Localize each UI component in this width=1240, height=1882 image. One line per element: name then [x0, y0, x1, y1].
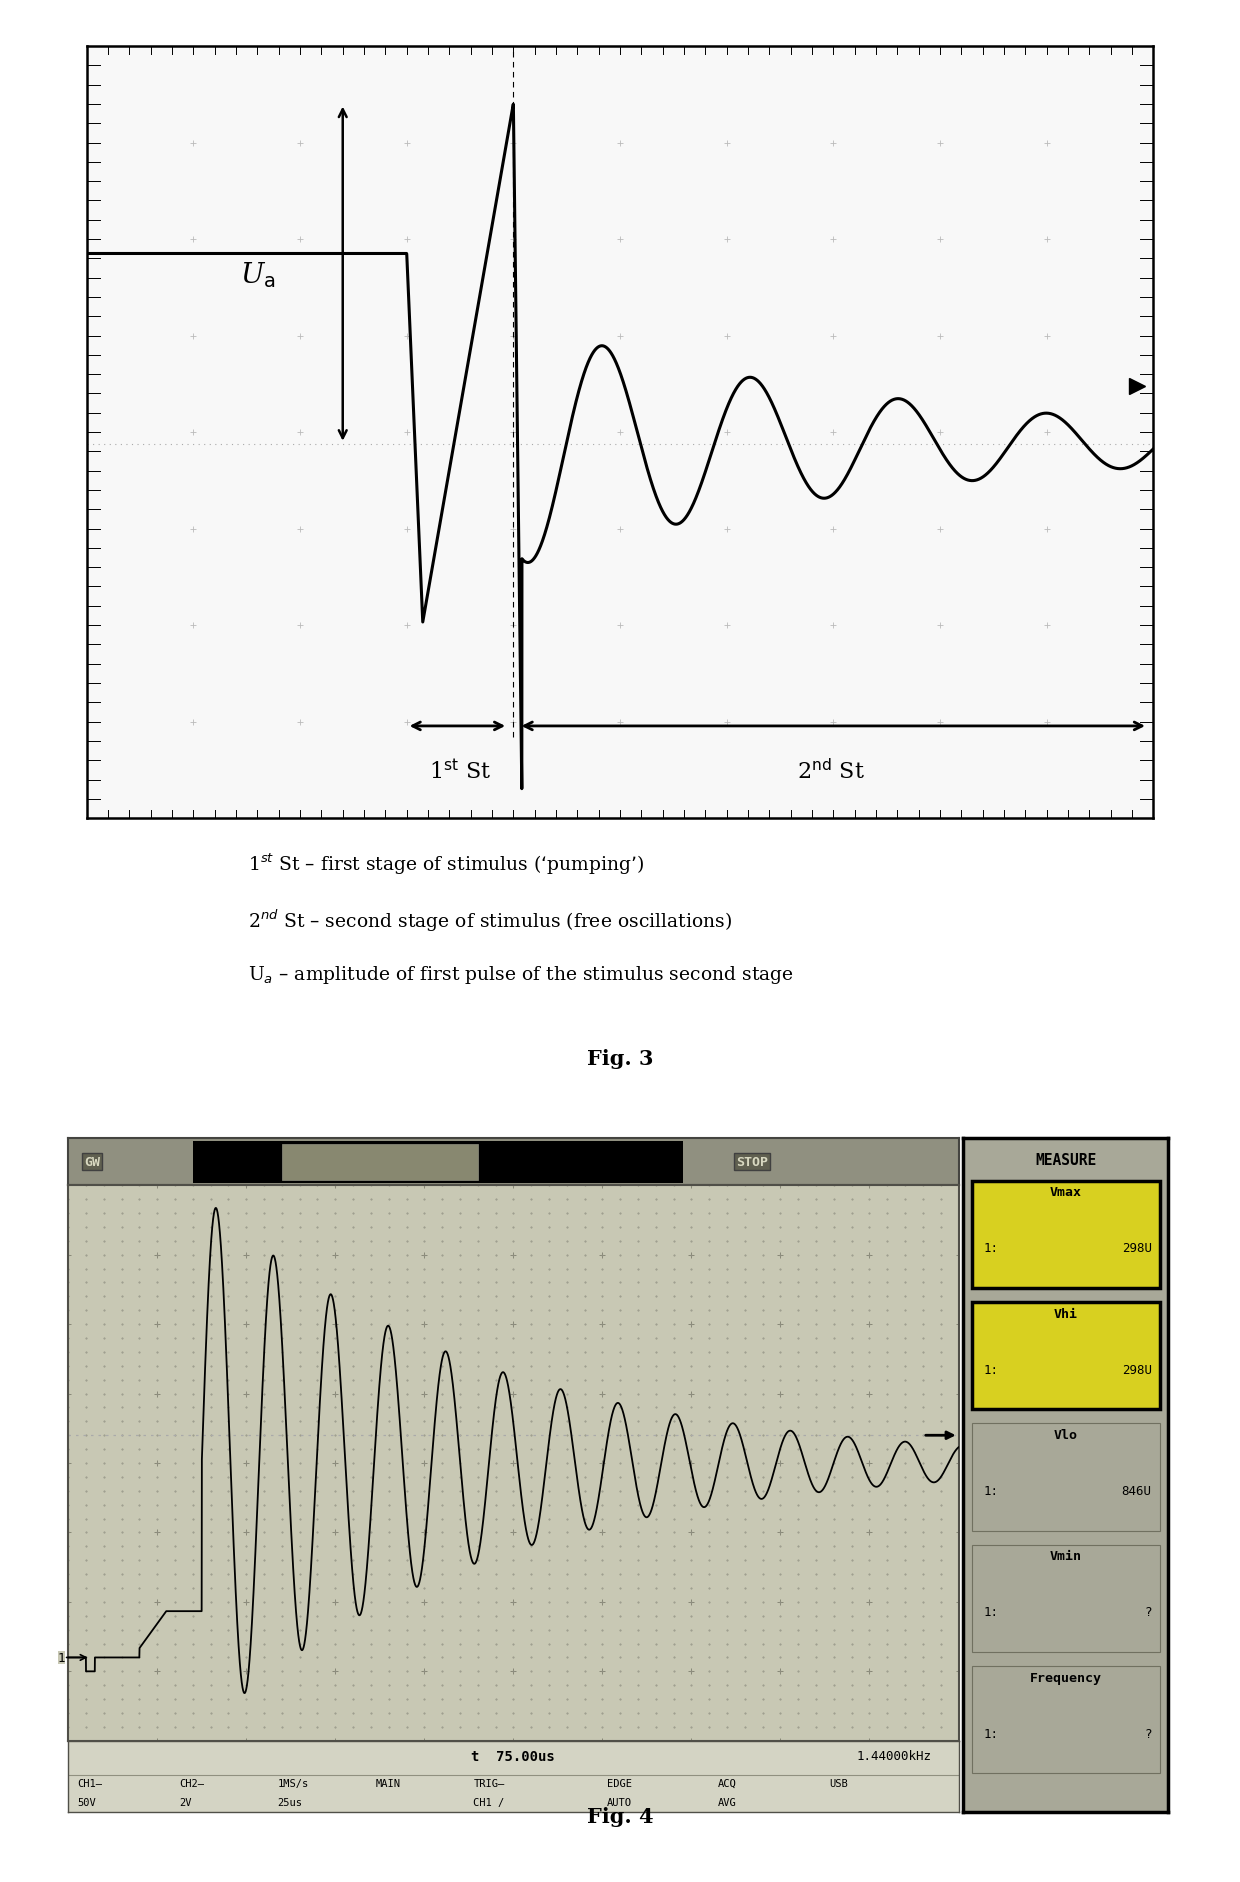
Text: 1:: 1: [985, 1605, 999, 1619]
Text: 846U: 846U [1122, 1485, 1152, 1498]
Text: ?: ? [1145, 1605, 1152, 1619]
Text: Fig. 3: Fig. 3 [587, 1048, 653, 1069]
Bar [972, 1545, 1159, 1652]
Text: Fig. 4: Fig. 4 [587, 1805, 653, 1826]
Text: 25us: 25us [278, 1797, 303, 1807]
Text: Vmin: Vmin [1050, 1549, 1081, 1562]
Text: 1: 1 [57, 1651, 64, 1664]
Text: CH2—: CH2— [180, 1778, 205, 1788]
Bar [972, 1302, 1159, 1410]
Text: 2V: 2V [180, 1797, 192, 1807]
Text: 50V: 50V [77, 1797, 95, 1807]
Text: 1MS/s: 1MS/s [278, 1778, 309, 1788]
Text: 1:: 1: [985, 1485, 999, 1498]
Text: Vlo: Vlo [1054, 1428, 1078, 1442]
Text: t  75.00us: t 75.00us [471, 1750, 556, 1763]
Text: ?: ? [1145, 1726, 1152, 1739]
Text: STOP: STOP [737, 1156, 768, 1169]
Text: Vmax: Vmax [1050, 1186, 1081, 1199]
Text: Vhi: Vhi [1054, 1308, 1078, 1319]
Text: 1$^{\rm st}$ St: 1$^{\rm st}$ St [429, 758, 491, 783]
Text: U$_{\rm a}$: U$_{\rm a}$ [239, 260, 275, 290]
Text: U$_{a}$ – amplitude of first pulse of the stimulus second stage: U$_{a}$ – amplitude of first pulse of th… [248, 964, 794, 986]
Text: USB: USB [830, 1778, 848, 1788]
Text: AUTO: AUTO [606, 1797, 632, 1807]
Text: CH1—: CH1— [77, 1778, 102, 1788]
Text: 1:: 1: [985, 1242, 999, 1255]
Bar [972, 1666, 1159, 1773]
Text: 2$^{\rm nd}$ St: 2$^{\rm nd}$ St [797, 758, 864, 785]
Text: TRIG—: TRIG— [474, 1778, 505, 1788]
Text: 298U: 298U [1122, 1242, 1152, 1255]
Text: EDGE: EDGE [606, 1778, 632, 1788]
Text: MAIN: MAIN [376, 1778, 401, 1788]
Text: MEASURE: MEASURE [1035, 1152, 1096, 1167]
Bar [193, 1140, 682, 1184]
Bar [972, 1182, 1159, 1287]
Text: 1.44000kHz: 1.44000kHz [857, 1750, 931, 1762]
Text: GW: GW [84, 1156, 100, 1169]
Bar [972, 1423, 1159, 1530]
Text: AVG: AVG [718, 1797, 737, 1807]
Text: 298U: 298U [1122, 1363, 1152, 1376]
Bar [281, 1144, 477, 1180]
Text: Frequency: Frequency [1029, 1671, 1102, 1684]
Text: ACQ: ACQ [718, 1778, 737, 1788]
Text: CH1 /: CH1 / [474, 1797, 505, 1807]
Text: 1$^{st}$ St – first stage of stimulus (‘pumping’): 1$^{st}$ St – first stage of stimulus (‘… [248, 851, 645, 877]
Text: 1:: 1: [985, 1363, 999, 1376]
Text: 1:: 1: [985, 1726, 999, 1739]
Text: 2$^{nd}$ St – second stage of stimulus (free oscillations): 2$^{nd}$ St – second stage of stimulus (… [248, 907, 732, 933]
